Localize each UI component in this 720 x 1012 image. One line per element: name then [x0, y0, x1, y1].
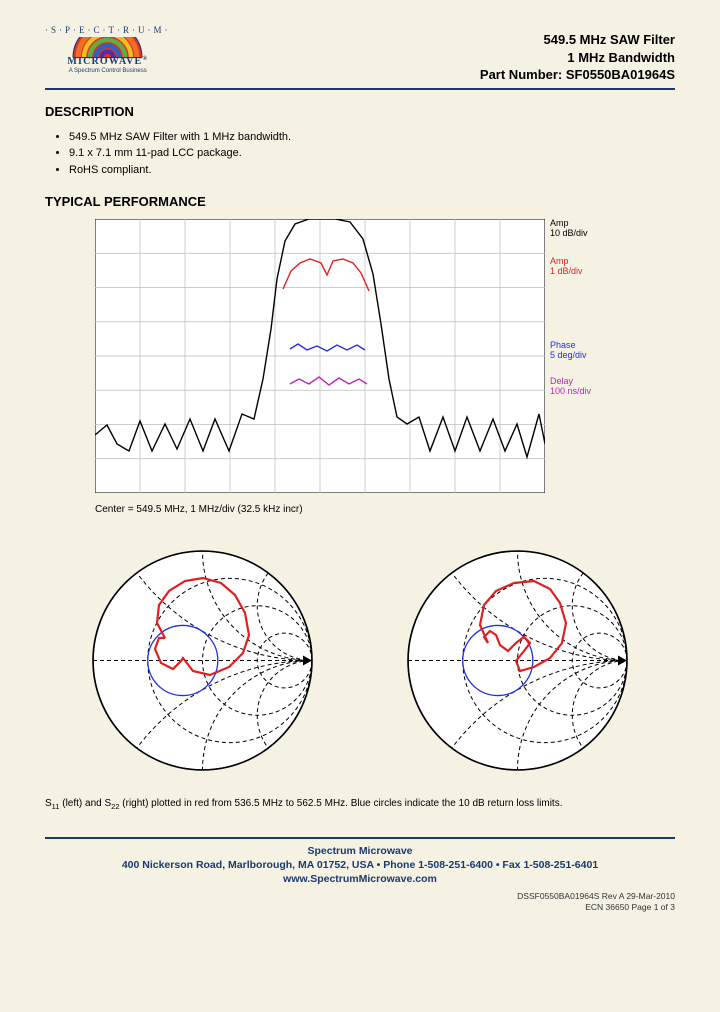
desc-item: 9.1 x 7.1 mm 11-pad LCC package. [69, 145, 675, 162]
footer-address: 400 Nickerson Road, Marlborough, MA 0175… [122, 859, 598, 871]
logo-bottom-text: MICROWAVE® [67, 56, 148, 67]
description-heading: DESCRIPTION [45, 104, 675, 119]
footer-meta-line1: DSSF0550BA01964S Rev A 29-Mar-2010 [45, 891, 675, 902]
smith-chart-s22 [400, 543, 635, 778]
desc-item: RoHS compliant. [69, 162, 675, 179]
footer-meta-line2: ECN 36650 Page 1 of 3 [45, 902, 675, 913]
header: ·S·P·E·C·T·R·U·M· MICROWAVE® A Spectrum … [45, 25, 675, 84]
title-line3: Part Number: SF0550BA01964S [480, 66, 675, 84]
footer-url: www.SpectrumMicrowave.com [283, 873, 437, 885]
footer-meta: DSSF0550BA01964S Rev A 29-Mar-2010 ECN 3… [45, 891, 675, 913]
description-list: 549.5 MHz SAW Filter with 1 MHz bandwidt… [69, 129, 675, 179]
chart-legend-item: Phase5 deg/div [550, 341, 587, 361]
footer-company: Spectrum Microwave [307, 845, 412, 857]
performance-chart: Amp10 dB/div Amp1 dB/div Phase5 deg/div Del… [95, 219, 675, 498]
chart-legend-item: Amp10 dB/div [550, 219, 588, 239]
smith-chart-s11 [85, 543, 320, 778]
footer-text: Spectrum Microwave 400 Nickerson Road, M… [45, 844, 675, 887]
title-line2: 1 MHz Bandwidth [480, 49, 675, 67]
performance-heading: TYPICAL PERFORMANCE [45, 194, 675, 209]
title-block: 549.5 MHz SAW Filter 1 MHz Bandwidth Par… [480, 25, 675, 84]
smith-charts-row [45, 543, 675, 778]
desc-item: 549.5 MHz SAW Filter with 1 MHz bandwidt… [69, 129, 675, 146]
chart-legend-item: Amp1 dB/div [550, 257, 583, 277]
performance-chart-svg [95, 219, 545, 493]
footer-rule [45, 837, 675, 839]
title-line1: 549.5 MHz SAW Filter [480, 31, 675, 49]
logo-sub-text: A Spectrum Control Business [69, 68, 147, 74]
chart-legend-item: Delay100 ns/div [550, 377, 591, 397]
header-rule [45, 88, 675, 90]
logo-top-text: ·S·P·E·C·T·R·U·M· [45, 25, 171, 35]
smith-caption: S11 (left) and S22 (right) plotted in re… [45, 798, 675, 811]
logo: ·S·P·E·C·T·R·U·M· MICROWAVE® A Spectrum … [45, 25, 171, 74]
footer: Spectrum Microwave 400 Nickerson Road, M… [45, 837, 675, 913]
performance-caption: Center = 549.5 MHz, 1 MHz/div (32.5 kHz … [95, 504, 675, 515]
